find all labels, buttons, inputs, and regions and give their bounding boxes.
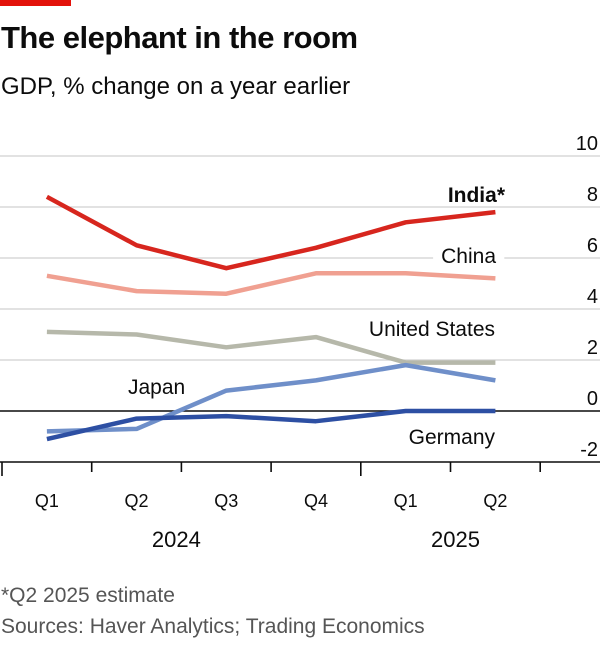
- y-tick-label: 8: [587, 184, 598, 206]
- series-labels: India* China United States Japan Germany: [128, 184, 506, 449]
- year-label: 2024: [152, 527, 201, 552]
- series-line-united-states: [46, 329, 496, 365]
- source-note: Sources: Haver Analytics; Trading Econom…: [1, 615, 425, 638]
- y-tick-label: -2: [580, 439, 598, 461]
- label-background: [433, 245, 505, 268]
- x-tick-label: Q2: [125, 491, 149, 511]
- series-lines: [45, 194, 496, 442]
- x-tick-label: Q4: [304, 491, 328, 511]
- year-label: 2025: [431, 527, 480, 552]
- x-tick-label: Q1: [35, 491, 59, 511]
- series-line-india: [45, 194, 496, 271]
- series-label-japan: Japan: [128, 376, 185, 399]
- chart-subtitle: GDP, % change on a year earlier: [1, 73, 351, 100]
- brand-red-bar: [0, 0, 71, 6]
- gridlines: [0, 155, 600, 412]
- series-label-india: India*: [448, 184, 506, 207]
- y-tick-labels: 10 8 6 4 2 0 -2: [576, 133, 598, 461]
- series-label-united-states: United States: [369, 318, 495, 341]
- y-tick-label: 4: [587, 286, 598, 308]
- series-line-china: [46, 271, 496, 296]
- series-line-germany: [46, 408, 496, 442]
- x-tick-label: Q1: [394, 491, 418, 511]
- x-tick-label: Q2: [483, 491, 507, 511]
- y-tick-label: 6: [587, 235, 598, 257]
- series-label-china: China: [441, 245, 496, 268]
- footnote: *Q2 2025 estimate: [1, 584, 175, 607]
- y-tick-label: 10: [576, 133, 598, 155]
- line-chart: 10 8 6 4 2 0 -2 India* China United States Japan G…: [0, 133, 600, 552]
- series-line-japan: [46, 362, 496, 434]
- y-tick-label: 0: [587, 388, 598, 410]
- series-label-germany: Germany: [409, 426, 496, 449]
- chart-title: The elephant in the room: [1, 20, 358, 55]
- x-tick-label: Q3: [214, 491, 238, 511]
- y-tick-label: 2: [587, 337, 598, 359]
